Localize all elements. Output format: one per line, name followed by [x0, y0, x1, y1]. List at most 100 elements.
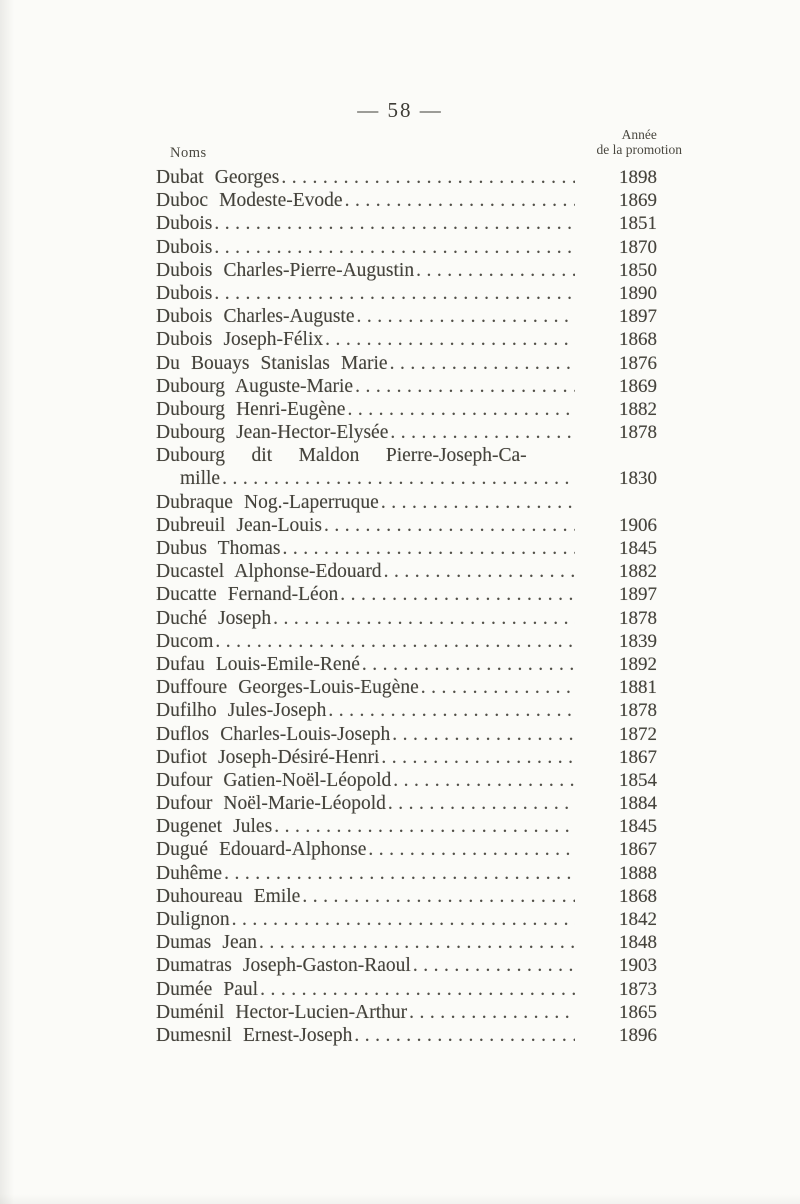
dot-leader: ........................................… [325, 329, 575, 351]
entry-name: Dubois Joseph-Félix [156, 329, 324, 351]
entry-year: 1872 [619, 723, 657, 745]
dot-leader: ........................................… [354, 1024, 575, 1046]
table-row: Dubourg Auguste-Marie ..................… [156, 375, 657, 398]
entry-year: 1854 [619, 769, 657, 791]
dot-leader: ........................................… [344, 190, 575, 212]
table-row: Dumesnil Ernest-Joseph .................… [156, 1024, 657, 1047]
entry-name: Dulignon [156, 909, 230, 930]
entry-year: 1845 [619, 816, 657, 838]
dot-leader: ........................................… [420, 677, 575, 699]
table-row: Dufour Noël-Marie-Léopold ..............… [156, 792, 657, 815]
entry-year: 1882 [619, 561, 657, 583]
table-row: Dubus Thomas ...........................… [156, 537, 657, 560]
entry-year: 1850 [619, 259, 657, 281]
table-row: Dulignon ...............................… [156, 908, 657, 931]
entry-year: 1869 [619, 375, 657, 397]
dot-leader: ........................................… [383, 561, 575, 583]
entry-year: 1890 [619, 282, 657, 304]
table-row: Dubourg Jean-Hector-Elysée .............… [156, 421, 657, 444]
dot-leader: ........................................… [393, 769, 575, 791]
entry-year: 1903 [619, 955, 657, 977]
entry-name: Dufour Gatien-Noël-Léopold [156, 769, 392, 791]
entry-year: 1898 [619, 167, 657, 188]
entry-year: 1892 [619, 653, 657, 675]
table-row: Duménil Hector-Lucien-Arthur ...........… [156, 1001, 657, 1024]
dot-leader: ........................................… [368, 839, 575, 861]
entry-year: 1878 [619, 607, 657, 629]
entry-name: Dubourg Auguste-Marie [156, 375, 354, 397]
table-row: Dugué Edouard-Alphonse .................… [156, 838, 657, 861]
entry-year: 1897 [619, 306, 657, 328]
entry-year: 1842 [619, 909, 657, 930]
entry-year: 1848 [619, 932, 657, 954]
entry-name: Dubois Charles-Pierre-Augustin [156, 259, 415, 281]
entry-name: Dumesnil Ernest-Joseph [156, 1024, 353, 1046]
table-row: Duhoureau Emile ........................… [156, 885, 657, 908]
entry-name: Du Bouays Stanislas Marie [156, 352, 388, 374]
table-row: Dufilho Jules-Joseph ...................… [156, 699, 657, 722]
entry-name: Dubreuil Jean-Louis [156, 514, 322, 536]
entry-name: Ducastel Alphonse-Edouard [156, 561, 382, 583]
dot-leader: ........................................… [380, 491, 575, 513]
entry-year: 1878 [619, 700, 657, 722]
entry-year: 1897 [619, 584, 657, 606]
entry-year: 1865 [619, 1001, 657, 1023]
entry-name: Dubois Charles-Auguste [156, 306, 355, 328]
column-header-annee-line2: de la promotion [596, 142, 682, 157]
entry-name: Duboc Modeste-Evode [156, 190, 343, 212]
entry-name: Duffoure Georges-Louis-Eugène [156, 677, 419, 699]
table-row: Dumatras Joseph-Gaston-Raoul ...........… [156, 954, 657, 977]
entry-year: 1882 [619, 398, 657, 420]
entry-year: 1876 [619, 352, 657, 374]
table-row: Duflos Charles-Louis-Joseph ............… [156, 723, 657, 746]
entry-year: 1896 [619, 1024, 657, 1046]
entry-year: 1878 [619, 422, 657, 444]
entry-name: Dubourg dit Maldon Pierre-Joseph-Ca- [156, 445, 527, 467]
table-row: Duché Joseph ...........................… [156, 607, 657, 630]
entry-name: Dugué Edouard-Alphonse [156, 839, 367, 861]
entry-name: mille [180, 468, 221, 490]
entry-name: Dufiot Joseph-Désiré-Henri [156, 746, 380, 768]
entry-name: Duché Joseph [156, 607, 272, 629]
page-number: — 58 — [357, 98, 443, 122]
entry-name: Duhoureau Emile [156, 885, 301, 907]
entry-year: 1867 [619, 839, 657, 861]
table-row: Dubois .................................… [156, 236, 657, 259]
entry-year: 1839 [619, 630, 657, 652]
dot-leader: ........................................… [392, 723, 575, 745]
entry-name: Dubus Thomas [156, 538, 281, 559]
dot-leader: ........................................… [274, 816, 575, 838]
dot-leader: ........................................… [416, 259, 575, 281]
dot-leader: ........................................… [231, 909, 575, 930]
table-row: Dugenet Jules ..........................… [156, 815, 657, 838]
dot-leader: ........................................… [282, 538, 575, 559]
table-row: Ducatte Fernand-Léon ...................… [156, 583, 657, 606]
dot-leader: ........................................… [260, 978, 575, 1000]
dot-leader: ........................................… [387, 793, 575, 815]
table-row: Dufiot Joseph-Désiré-Henri .............… [156, 746, 657, 769]
table-row: Dubat Georges ..........................… [156, 166, 657, 189]
entry-name: Ducatte Fernand-Léon [156, 584, 339, 606]
table-row: Dubois Charles-Auguste .................… [156, 305, 657, 328]
table-row: Dumée Paul .............................… [156, 978, 657, 1001]
entry-year: 1867 [619, 746, 657, 768]
table-row: Dufour Gatien-Noël-Léopold .............… [156, 769, 657, 792]
table-row: Dubois Charles-Pierre-Augustin .........… [156, 259, 657, 282]
dot-leader: ........................................… [347, 398, 575, 420]
table-row: Duffoure Georges-Louis-Eugène ..........… [156, 676, 657, 699]
table-row: Dubois .................................… [156, 212, 657, 235]
entry-year: 1868 [619, 329, 657, 351]
dot-leader: ........................................… [412, 955, 575, 977]
dot-leader: ........................................… [273, 607, 575, 629]
table-row: Dubourg dit Maldon Pierre-Joseph-Ca- [156, 444, 657, 467]
column-header-noms: Noms [170, 145, 207, 161]
entry-name: Dugenet Jules [156, 816, 273, 838]
dot-leader: ........................................… [214, 282, 575, 304]
dot-leader: ........................................… [324, 514, 575, 536]
entry-name: Dubraque Nog.-Laperruque [156, 491, 379, 513]
table-row: Dubois .................................… [156, 282, 657, 305]
dot-leader: ........................................… [361, 653, 575, 675]
name-year-list: Dubat Georges ..........................… [156, 166, 657, 1047]
dot-leader: ........................................… [328, 700, 575, 722]
dot-leader: ........................................… [259, 932, 575, 954]
